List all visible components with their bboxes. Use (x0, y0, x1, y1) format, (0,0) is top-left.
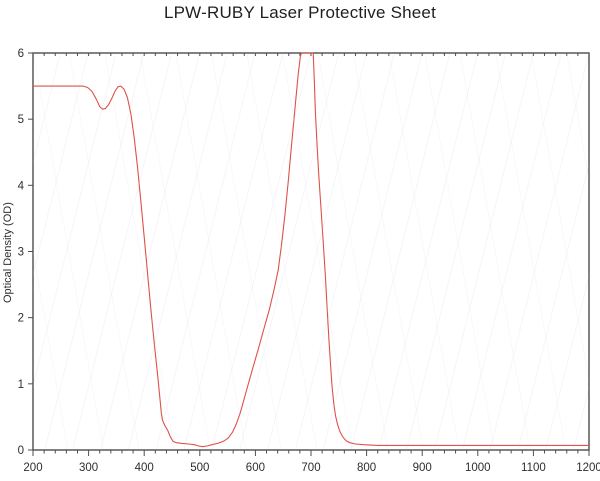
y-tick-label: 1 (18, 379, 24, 391)
y-tick-label: 6 (18, 48, 24, 60)
x-tick-label: 1200 (576, 462, 600, 474)
plot-frame (32, 52, 590, 451)
x-tick-label: 900 (413, 462, 432, 474)
y-tick-label: 0 (18, 445, 24, 457)
x-tick-label: 800 (357, 462, 376, 474)
x-tick-label: 600 (246, 462, 265, 474)
y-tick-label: 4 (18, 180, 25, 192)
x-tick-label: 200 (23, 462, 42, 474)
chart-title: LPW-RUBY Laser Protective Sheet (163, 3, 437, 22)
x-tick-label: 300 (79, 462, 98, 474)
y-tick-label: 5 (18, 114, 24, 126)
x-tick-label: 400 (135, 462, 154, 474)
x-tick-label: 1000 (465, 462, 491, 474)
y-axis-label: Optical Density (OD) (2, 202, 14, 304)
optical-density-curve (33, 52, 589, 448)
y-tick-label: 3 (18, 247, 24, 259)
x-tick-label: 700 (301, 462, 320, 474)
x-tick-label: 500 (190, 462, 209, 474)
y-tick-label: 2 (18, 313, 24, 325)
x-tick-label: 1100 (521, 462, 546, 474)
